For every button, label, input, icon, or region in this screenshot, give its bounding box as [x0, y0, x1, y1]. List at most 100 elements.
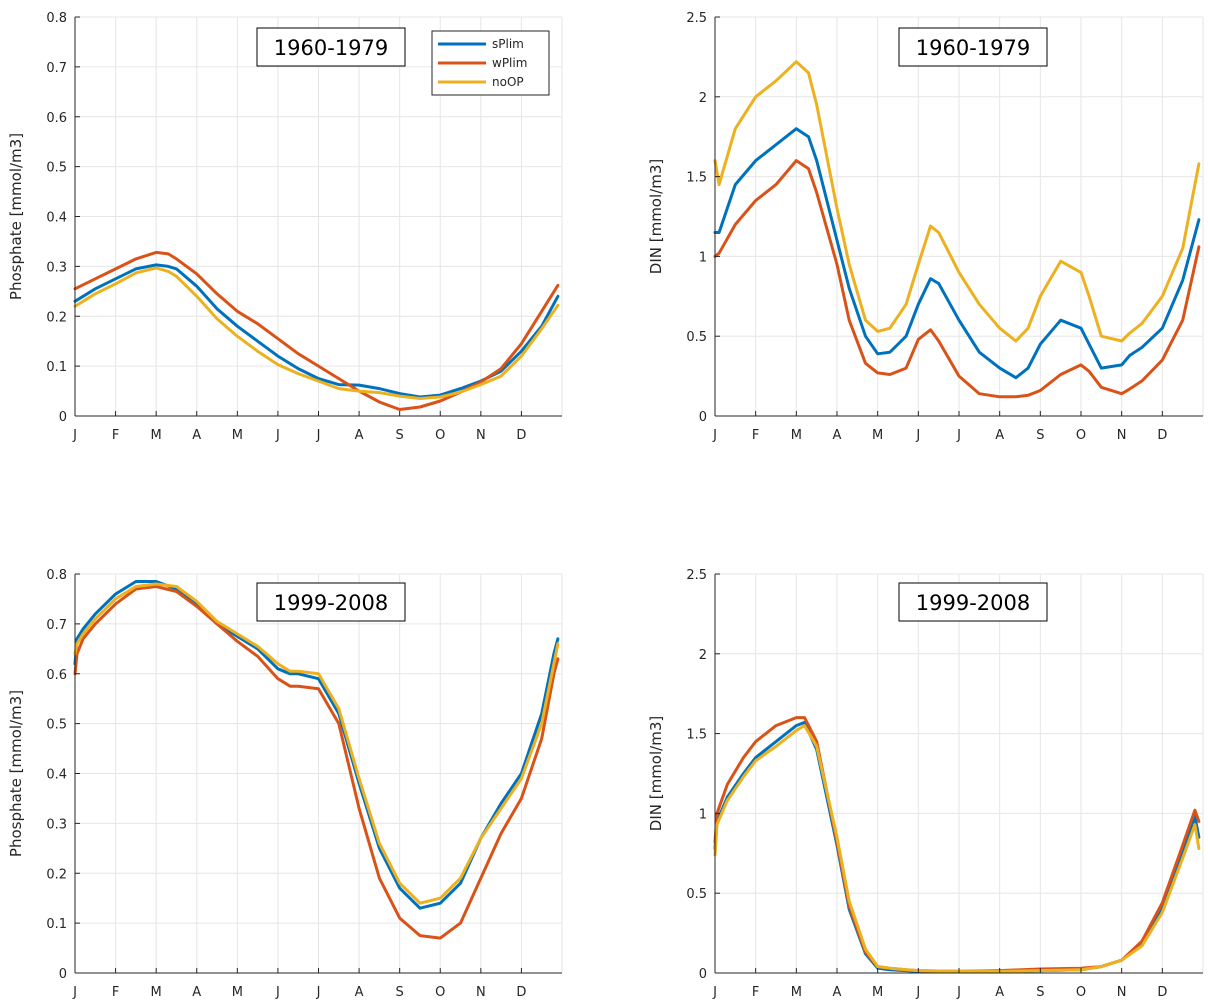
panel-3: 0 0.1 0.2 0.3 0.4 0.5 0.6 0.7 0.8 J F M A M J J A S O N D Pho…: [7, 568, 563, 1000]
x-tick-label: A: [192, 428, 201, 443]
y-tick-label: 0: [699, 967, 707, 982]
x-tick-label: M: [791, 428, 802, 443]
series-line-noOP: [73, 266, 560, 400]
y-tick-label: 1: [699, 807, 707, 822]
y-tick-label: 0.7: [46, 61, 67, 76]
y-tick-label: 2.5: [686, 11, 707, 26]
x-tick-label: J: [275, 985, 280, 1000]
x-tick-label: A: [192, 985, 201, 1000]
series-line-wPlim: [73, 585, 560, 940]
panel-4: 0 0.5 1 1.5 2 2.5 J F M A M J J A S O N D DIN [mmol/m3] 199…: [647, 568, 1204, 1000]
x-tick-label: S: [1036, 428, 1044, 443]
series-line-wPlim: [713, 159, 1201, 399]
x-tick-label: F: [112, 985, 119, 1000]
legend-label-wPlim: wPlim: [492, 56, 527, 70]
y-tick-label: 0.7: [46, 618, 67, 633]
panel-2: 0 0.5 1 1.5 2 2.5 J F M A M J J A S O N D DIN [mmol/m3] 196…: [647, 11, 1204, 443]
y-tick-label: 0.6: [46, 668, 67, 683]
y-tick-label: 0: [699, 410, 707, 425]
y-tick-label: 0.8: [46, 568, 67, 583]
y-tick-label: 1.5: [686, 171, 707, 186]
y-tick-label: 0.5: [46, 718, 67, 733]
x-tick-label: S: [1036, 985, 1044, 1000]
y-tick-label: 0.1: [46, 360, 67, 375]
y-axis-label: Phosphate [mmol/m3]: [7, 133, 25, 300]
y-tick-label: 0.5: [46, 161, 67, 176]
y-axis-label: DIN [mmol/m3]: [647, 716, 665, 831]
x-tick-label: J: [72, 985, 77, 1000]
x-tick-label: J: [316, 428, 321, 443]
x-tick-label: J: [956, 428, 961, 443]
x-tick-label: J: [956, 985, 961, 1000]
x-tick-label: A: [995, 428, 1004, 443]
x-tick-label: O: [435, 985, 445, 1000]
x-tick-label: M: [151, 985, 162, 1000]
legend-label-sPlim: sPlim: [492, 37, 524, 51]
x-tick-label: J: [915, 985, 920, 1000]
x-tick-label: D: [1157, 985, 1167, 1000]
x-tick-label: N: [476, 985, 486, 1000]
legend-label-noOP: noOP: [492, 75, 524, 89]
chart-title: 1999-2008: [916, 591, 1030, 615]
y-tick-label: 1.5: [686, 728, 707, 743]
x-tick-label: A: [995, 985, 1004, 1000]
x-tick-label: M: [791, 985, 802, 1000]
x-tick-label: M: [232, 985, 243, 1000]
x-tick-label: O: [435, 428, 445, 443]
x-tick-label: J: [316, 985, 321, 1000]
y-tick-label: 0.5: [686, 887, 707, 902]
y-tick-label: 0.5: [686, 330, 707, 345]
x-tick-label: D: [1157, 428, 1167, 443]
x-tick-label: A: [355, 985, 364, 1000]
y-tick-label: 0: [59, 410, 67, 425]
y-tick-label: 0.2: [46, 867, 67, 882]
x-tick-label: O: [1076, 985, 1086, 1000]
y-tick-label: 0.3: [46, 817, 67, 832]
title-box: [898, 582, 1048, 622]
x-tick-label: F: [752, 985, 759, 1000]
chart-title: 1960-1979: [916, 36, 1030, 60]
x-tick-label: J: [915, 428, 920, 443]
x-tick-label: S: [396, 428, 404, 443]
x-tick-label: A: [833, 985, 842, 1000]
y-tick-label: 2: [699, 91, 707, 106]
y-tick-label: 0.2: [46, 310, 67, 325]
x-tick-label: M: [872, 428, 883, 443]
y-axis-label: Phosphate [mmol/m3]: [7, 690, 25, 857]
x-tick-label: D: [516, 985, 526, 1000]
y-tick-label: 0.6: [46, 111, 67, 126]
x-tick-label: M: [232, 428, 243, 443]
x-tick-label: J: [275, 428, 280, 443]
chart-title: 1999-2008: [274, 591, 388, 615]
y-tick-label: 1: [699, 250, 707, 265]
x-tick-label: N: [476, 428, 486, 443]
y-tick-label: 0.4: [46, 211, 67, 226]
series-line-noOP: [713, 724, 1201, 973]
y-tick-label: 2.5: [686, 568, 707, 583]
x-tick-label: D: [516, 428, 526, 443]
x-tick-label: F: [112, 428, 119, 443]
y-tick-label: 0: [59, 967, 67, 982]
y-tick-label: 0.4: [46, 768, 67, 783]
title-box: [256, 582, 406, 622]
series-line-noOP: [73, 582, 560, 905]
y-tick-label: 2: [699, 648, 707, 663]
x-tick-label: M: [151, 428, 162, 443]
x-tick-label: J: [72, 428, 77, 443]
x-tick-label: F: [752, 428, 759, 443]
x-tick-label: A: [355, 428, 364, 443]
y-tick-label: 0.3: [46, 260, 67, 275]
y-axis-label: DIN [mmol/m3]: [647, 159, 665, 274]
legend: sPlim wPlim noOP: [431, 30, 550, 96]
y-tick-label: 0.1: [46, 917, 67, 932]
x-tick-label: S: [396, 985, 404, 1000]
y-tick-label: 0.8: [46, 11, 67, 26]
x-tick-label: M: [872, 985, 883, 1000]
title-box: [256, 27, 406, 67]
x-tick-label: A: [833, 428, 842, 443]
title-box: [898, 27, 1048, 67]
series-line-noOP: [713, 60, 1201, 343]
panel-1: 0 0.1 0.2 0.3 0.4 0.5 0.6 0.7 0.8 J F M A M J J A S O N D Pho…: [7, 11, 563, 443]
x-tick-label: O: [1076, 428, 1086, 443]
